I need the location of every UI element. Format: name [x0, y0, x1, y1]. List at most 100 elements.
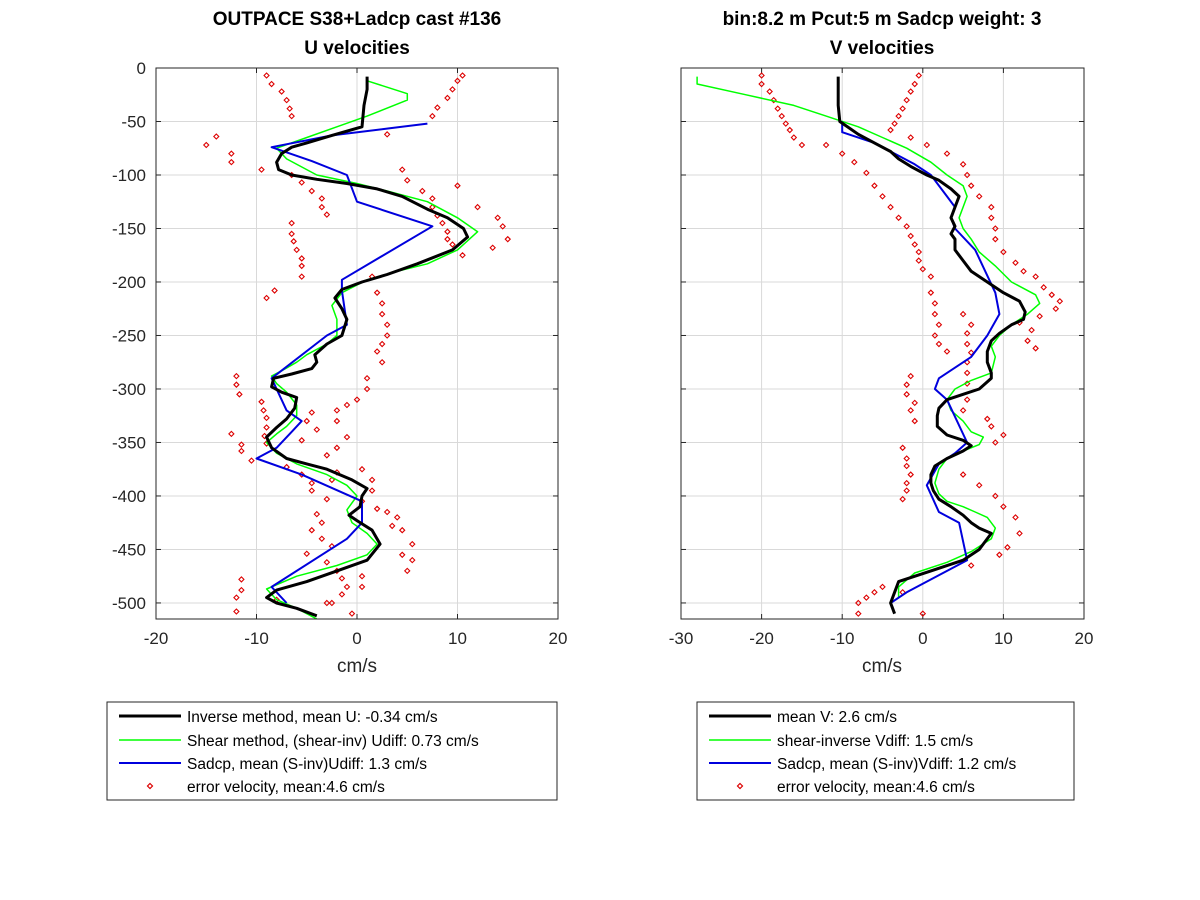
u-error-velocity-marker [429, 203, 436, 211]
v-axes-border [680, 67, 1085, 620]
u-x-axis-label: cm/s [337, 656, 377, 677]
v-xtick-label: 10 [994, 629, 1013, 648]
u-error-velocity-marker [233, 594, 240, 601]
u-ytick-label: -400 [112, 487, 146, 506]
v-error-velocity-marker [959, 407, 967, 414]
u-error-velocity-marker [338, 575, 346, 582]
u-error-velocity-marker [318, 195, 326, 202]
v-error-velocity-marker [1020, 268, 1027, 275]
v-error-velocity-marker [959, 471, 967, 478]
v-panel-subtitle: V velocities [830, 38, 935, 59]
u-xtick-label: -10 [244, 629, 269, 648]
u-error-velocity-marker [398, 526, 406, 534]
v-error-velocity-marker [1036, 312, 1043, 320]
v-error-velocity-marker [863, 594, 870, 601]
u-error-velocity-marker [378, 358, 386, 366]
u-error-velocity-marker [260, 407, 267, 414]
u-error-velocity-marker [363, 374, 371, 382]
v-grid [681, 68, 1084, 619]
u-error-velocity-marker [388, 522, 396, 530]
v-error-velocity-marker [903, 223, 910, 230]
u-error-velocity-marker [454, 182, 461, 189]
v-error-velocity-marker [1052, 305, 1060, 313]
v-error-velocity-marker [1012, 514, 1019, 521]
v-error-velocity-marker [903, 96, 910, 104]
v-error-velocity-marker [927, 289, 935, 296]
u-error-velocity-marker [328, 476, 336, 484]
u-legend-label-sadcp: Sadcp, mean (S-inv)Udiff: 1.3 cm/s [187, 756, 427, 773]
u-error-velocity-marker [248, 457, 255, 464]
v-error-velocity-marker [855, 599, 862, 607]
u-error-velocity-marker [444, 235, 451, 243]
v-error-velocity-marker [887, 126, 894, 134]
u-error-velocity-marker [228, 430, 235, 438]
v-error-velocity-marker [1004, 544, 1011, 551]
v-error-velocity-marker [1032, 273, 1039, 280]
v-sadcp-line [841, 121, 1001, 604]
v-error-velocity-marker [931, 310, 939, 318]
u-error-velocity-marker [323, 599, 331, 607]
u-error-velocity-marker [298, 437, 306, 444]
v-error-velocity-marker [895, 112, 902, 120]
v-legend-box [696, 701, 1075, 801]
v-plot-lines [696, 72, 1064, 617]
u-error-velocity-marker [238, 576, 245, 583]
u-error-velocity-marker [403, 177, 411, 184]
u-error-velocity-marker [286, 105, 293, 112]
v-xticks: -30 -20 -10 0 10 20 [669, 68, 1094, 648]
u-error-velocity-marker [358, 465, 366, 473]
v-error-velocity-marker [903, 455, 910, 462]
u-error-velocity-marker [290, 238, 297, 245]
u-error-velocity-marker [318, 519, 326, 526]
v-error-velocity-marker [919, 265, 927, 273]
u-error-velocity-marker [236, 391, 243, 398]
u-error-velocity-marker [278, 88, 285, 95]
v-error-velocity-marker [963, 330, 971, 337]
u-error-velocity-marker [504, 235, 512, 243]
v-error-velocity-marker [907, 88, 914, 95]
v-error-velocity-marker [774, 105, 781, 112]
v-inverse-line [836, 76, 1027, 615]
u-ytick-label: -100 [112, 166, 146, 185]
v-error-velocity-marker [891, 120, 898, 127]
u-error-velocity-marker [333, 407, 341, 414]
u-shear-line [265, 80, 479, 619]
u-error-velocity-marker [288, 230, 295, 238]
u-error-velocity-marker [434, 104, 441, 111]
v-error-velocity-marker [907, 232, 914, 240]
v-xtick-label: 20 [1075, 629, 1094, 648]
v-error-velocity-marker [975, 481, 983, 489]
v-error-velocity-marker [967, 562, 975, 569]
v-error-velocity-marker [903, 391, 910, 398]
u-error-velocity-marker [323, 211, 331, 218]
v-error-velocity-marker [798, 141, 806, 149]
u-error-velocity-marker [454, 77, 461, 85]
u-error-velocity-marker [378, 340, 386, 348]
u-error-velocity-marker [238, 441, 245, 448]
u-error-velocity-marker [358, 572, 366, 580]
v-error-velocity-marker [855, 610, 862, 617]
v-error-velocity-marker [1000, 248, 1007, 256]
u-error-velocity-marker [298, 179, 306, 186]
v-error-velocity-marker [931, 332, 939, 339]
u-error-velocity-marker [494, 214, 501, 222]
u-error-velocity-marker [308, 526, 316, 534]
u-ytick-label: -150 [112, 219, 146, 238]
v-xtick-label: -30 [669, 629, 694, 648]
u-error-velocity-marker [303, 417, 311, 425]
v-error-velocity-marker [899, 105, 906, 112]
v-error-velocity-marker [963, 396, 971, 403]
v-error-velocity-marker [903, 479, 910, 487]
v-panel-title: bin:8.2 m Pcut:5 m Sadcp weight: 3 [723, 9, 1042, 30]
u-error-velocity-marker [313, 510, 321, 518]
v-error-velocity-marker [967, 321, 975, 329]
u-axes-border [155, 67, 559, 620]
u-error-velocity-marker [378, 300, 386, 307]
u-error-velocity-marker [258, 398, 265, 406]
u-error-velocity-marker [358, 583, 366, 591]
v-error-velocity-marker [992, 225, 999, 232]
u-error-velocity-marker [288, 219, 295, 227]
v-error-velocity-marker [895, 214, 902, 222]
u-error-velocity-marker [363, 385, 371, 393]
